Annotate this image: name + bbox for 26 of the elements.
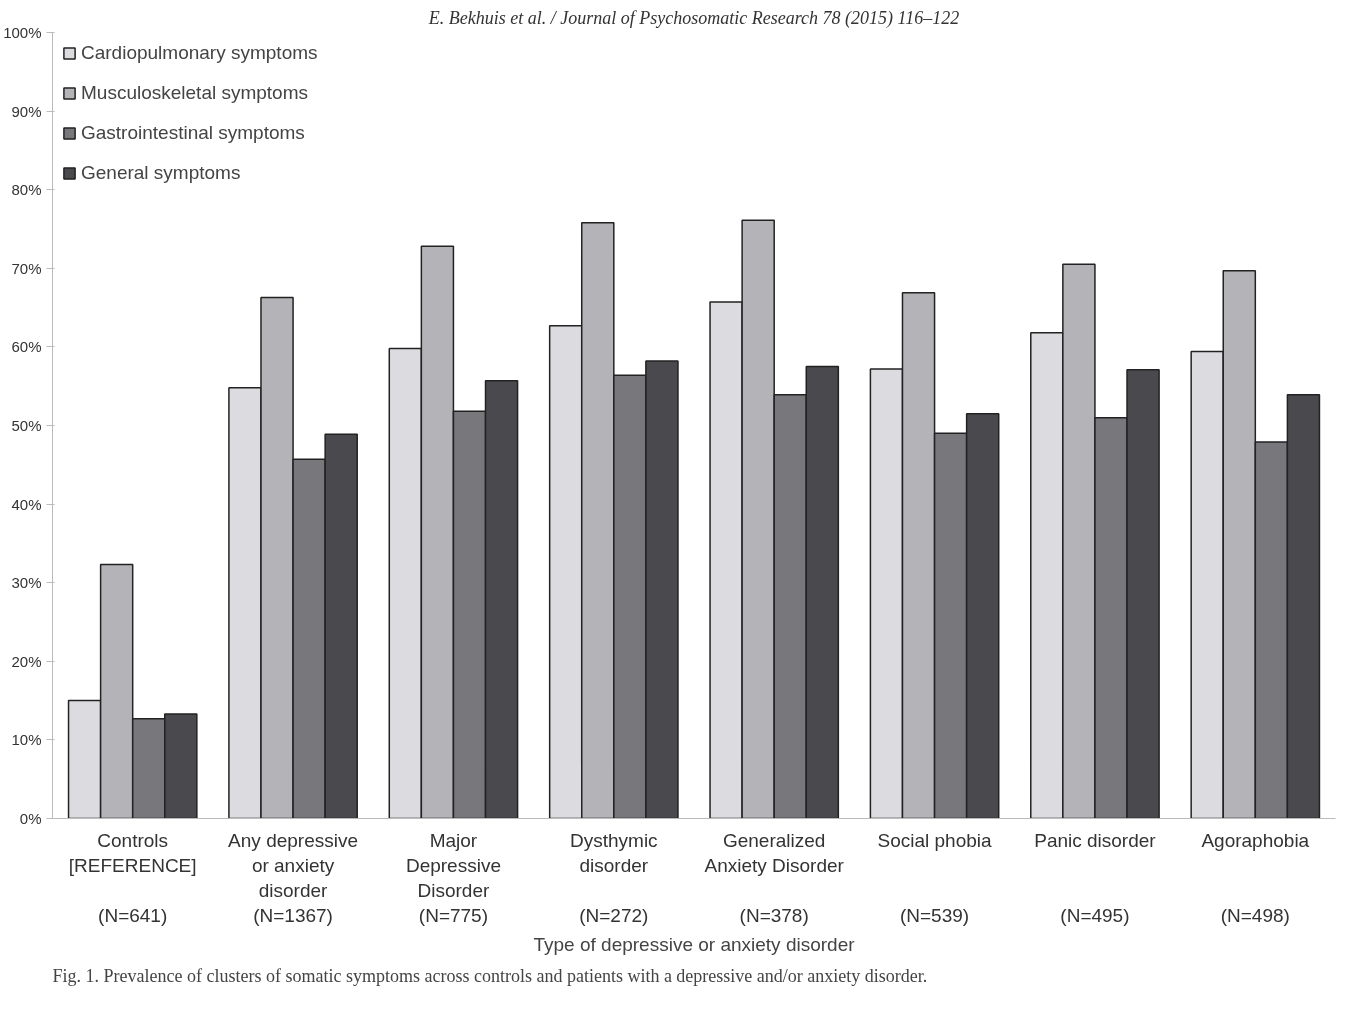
category-label: Generalized Anxiety Disorder (N=378) [704,829,844,927]
y-tick-label: 100% [3,24,42,41]
caption: Fig. 1. Prevalence of clusters of somatic symptoms across controls and patients with a depressive and/or anxiety disorder. [52,965,928,986]
y-tick-label: 50% [11,417,42,434]
legend-label: Musculoskeletal symptoms [81,82,309,104]
y-tick-label: 10% [11,731,42,749]
category-label: Social phobia (N=539) [877,829,992,927]
chart-title: E. Bekhuis et al. / Journal of Psychosomatic Research 78 (2015) 116–122 [427,7,960,29]
x-tick-label: Major Depressive Disorder (N=775) [405,829,501,927]
category-label: Dysthymic disorder (N=272) [570,829,658,927]
y-tick-label: 40% [11,495,42,513]
legend-label: General symptoms [81,162,241,184]
y-tick-label: 90% [11,102,42,120]
y-tick-label: 20% [11,652,42,670]
y-tick-label: 30% [11,574,42,592]
category-label: Controls [REFERENCE] (N=641) [68,829,197,927]
x-axis-title: Type of depressive or anxiety disorder [533,934,856,956]
y-tick-label: 70% [11,259,42,277]
category-label: Panic disorder (N=495) [1034,829,1156,927]
category-label: Agoraphobia (N=498) [1201,829,1310,927]
y-tick-label: 0% [19,810,42,827]
x-tick-label: Any depressive or anxiety disorder (N=1367) [228,829,359,927]
y-tick-label: 80% [11,181,42,199]
legend-label: Cardiopulmonary symptoms [81,42,318,64]
y-tick-label: 60% [11,338,42,356]
legend-label: Gastrointestinal symptoms [81,122,305,144]
